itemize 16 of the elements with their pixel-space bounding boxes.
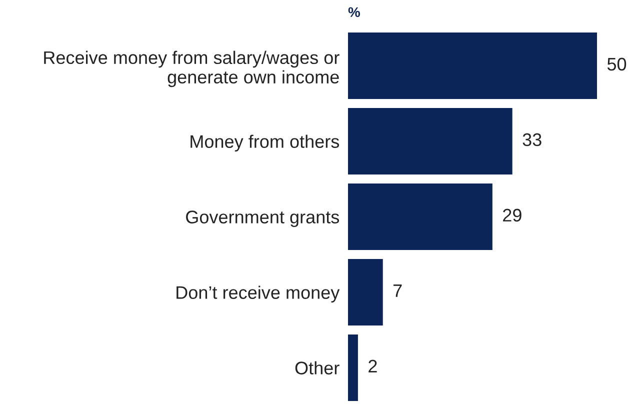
chart-title: %: [348, 7, 360, 17]
bar: [348, 32, 597, 99]
y-tick-label: Money from others: [190, 134, 340, 152]
bar: [348, 334, 358, 401]
y-tick-label: Other: [295, 361, 340, 374]
bar: [348, 108, 512, 174]
y-tick-label: Receive money from salary/wages or generate own income: [44, 50, 340, 88]
y-tick-label: Government grants: [186, 210, 340, 228]
bar: [348, 184, 492, 250]
data-label: 2: [368, 360, 377, 372]
data-label: 33: [522, 133, 542, 146]
data-label: 29: [503, 208, 522, 222]
data-label: 7: [394, 284, 402, 297]
y-tick-label: Don’t receive money: [176, 286, 340, 303]
bar: [348, 259, 383, 326]
data-label: 50: [607, 58, 626, 71]
